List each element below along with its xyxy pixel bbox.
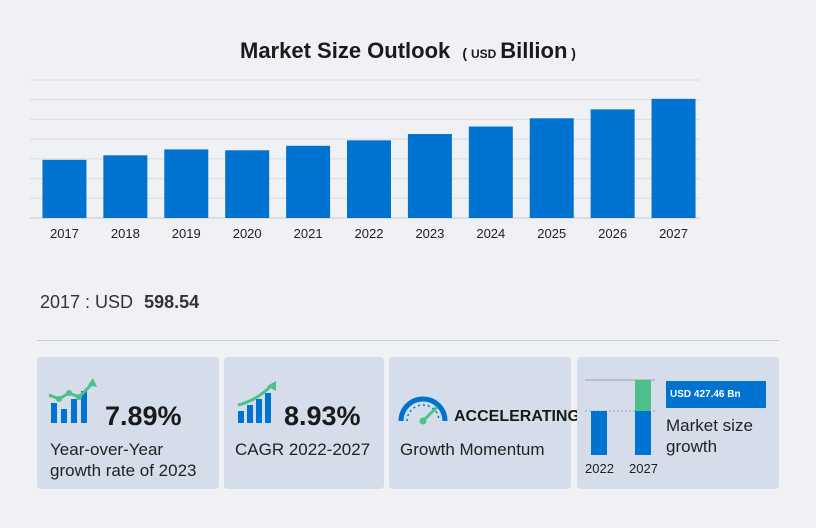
- yoy-line2: growth rate of 2023: [50, 461, 197, 480]
- chart-title-unit: ( USD Billion ): [462, 38, 576, 63]
- base-year-value: 2017 : USD 598.54: [40, 292, 199, 313]
- bar-2018: [103, 155, 148, 218]
- bar-2025: [529, 118, 574, 218]
- momentum-value: ACCELERATING: [454, 408, 580, 425]
- cagr-label: CAGR 2022-2027: [235, 440, 371, 459]
- x-tick-label: 2024: [476, 226, 505, 241]
- bar-2017: [42, 159, 87, 218]
- unit-main: Billion: [500, 38, 568, 63]
- chart-title-text: Market Size Outlook: [240, 38, 451, 63]
- x-tick-label: 2018: [111, 226, 140, 241]
- x-tick-label: 2023: [415, 226, 444, 241]
- chart-title: Market Size Outlook ( USD Billion ): [0, 38, 816, 64]
- bar-2023: [407, 134, 452, 218]
- base-year-label: 2017 : USD: [40, 292, 134, 312]
- mini-bar-2022: [591, 411, 607, 455]
- bar-chart: 2017 2018 2019 2020 2021 2022 2023 2024 2025 2026…: [30, 79, 700, 241]
- x-tick-label: 2022: [355, 226, 384, 241]
- mini-growth-chart: [585, 379, 655, 455]
- x-tick-label: 2020: [233, 226, 262, 241]
- mini-year-end: 2027: [629, 461, 658, 476]
- cagr-value: 8.93%: [284, 401, 361, 431]
- unit-prefix: USD: [470, 47, 497, 61]
- mini-year-start: 2022: [585, 461, 614, 476]
- market-growth-badge: USD 427.46 Bn: [666, 381, 766, 408]
- x-tick-label: 2027: [659, 226, 688, 241]
- bar-2024: [468, 126, 513, 218]
- yoy-card: 7.89% Year-over-Year growth rate of 2023: [37, 357, 219, 489]
- section-divider: [37, 340, 779, 341]
- momentum-card: ACCELERATING Growth Momentum: [389, 357, 580, 489]
- speedometer-icon: [398, 396, 448, 425]
- bar-growth-icon: [237, 381, 276, 423]
- bar-2021: [286, 145, 331, 218]
- mini-bar-2027-growth: [635, 380, 651, 411]
- bar-2019: [164, 149, 209, 218]
- momentum-label: Growth Momentum: [400, 440, 545, 459]
- yoy-value: 7.89%: [105, 401, 182, 431]
- market-line2: growth: [666, 437, 718, 456]
- yoy-line1: Year-over-Year: [50, 440, 164, 459]
- mini-bar-2027-base: [635, 411, 651, 455]
- bar-2022: [347, 140, 391, 218]
- growth-chart-icon: [48, 378, 97, 423]
- market-growth-card: 2022 2027 Market size growth: [577, 357, 779, 489]
- bar-2027: [651, 98, 696, 218]
- x-tick-label: 2019: [172, 226, 201, 241]
- x-tick-label: 2017: [50, 226, 79, 241]
- bar-2026: [590, 109, 635, 218]
- base-year-number: 598.54: [144, 292, 200, 312]
- x-tick-label: 2025: [537, 226, 566, 241]
- x-tick-label: 2026: [598, 226, 627, 241]
- x-tick-label: 2021: [294, 226, 323, 241]
- market-growth-description: Market size growth: [666, 415, 753, 457]
- cagr-card: 8.93% CAGR 2022-2027: [224, 357, 384, 489]
- market-line1: Market size: [666, 416, 753, 435]
- yoy-description: Year-over-Year growth rate of 2023: [50, 439, 196, 481]
- bar-2020: [225, 150, 270, 218]
- chart-x-labels: 2017 2018 2019 2020 2021 2022 2023 2024 2025 2026…: [50, 226, 688, 241]
- chart-bars: [42, 98, 696, 218]
